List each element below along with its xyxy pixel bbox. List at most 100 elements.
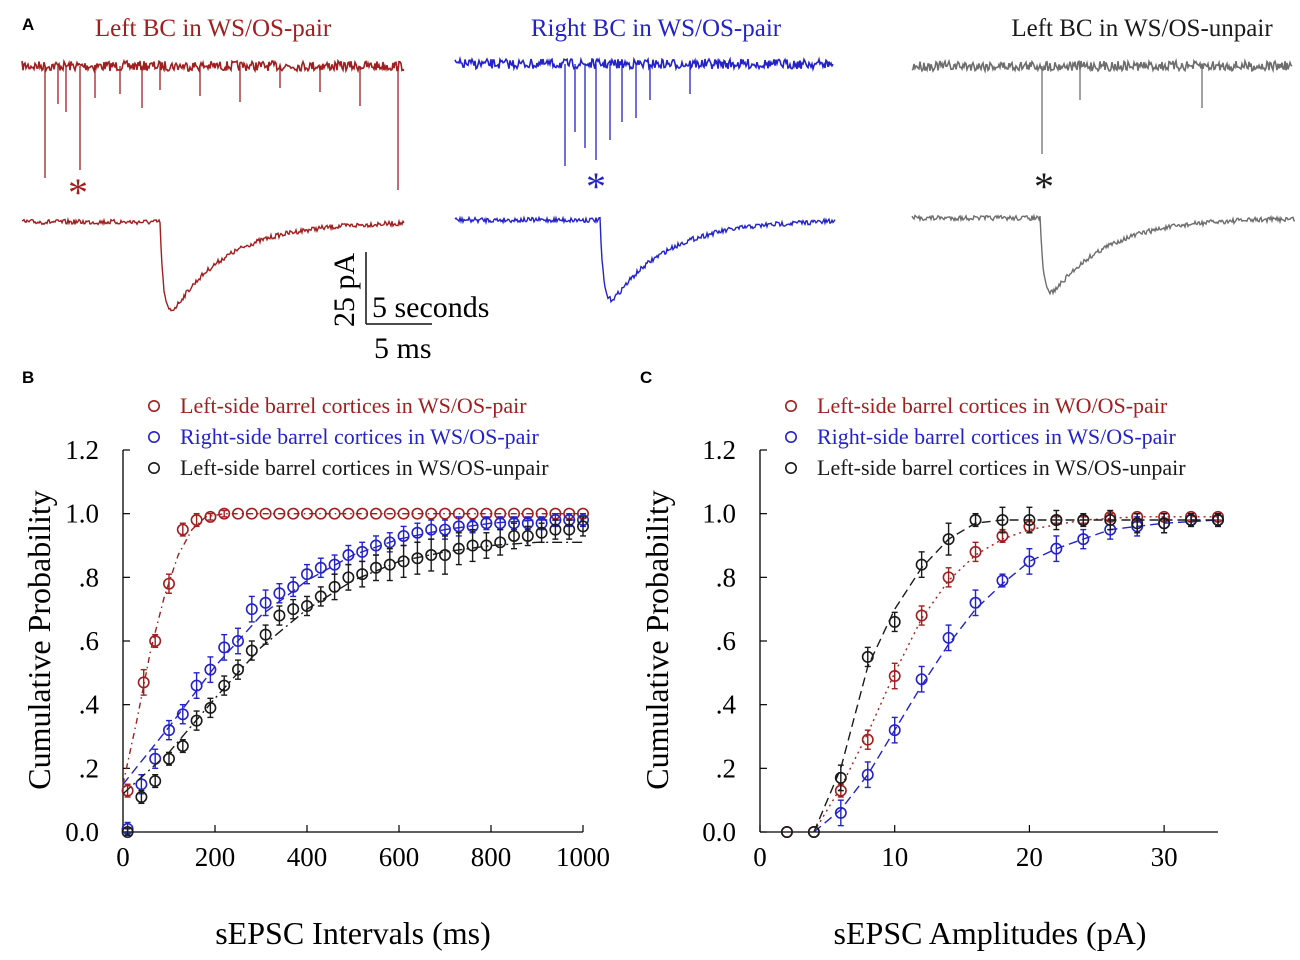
data-point-black <box>300 599 313 612</box>
data-point-black <box>888 615 901 628</box>
data-point-blue <box>438 523 451 536</box>
data-point-black <box>807 825 820 838</box>
long-trace-0 <box>21 58 405 74</box>
legend-marker-blue <box>784 430 797 443</box>
data-point-blue <box>232 634 245 647</box>
data-point-black <box>1212 514 1225 527</box>
data-point-blue <box>190 679 203 692</box>
data-point-red <box>969 545 982 558</box>
data-point-black <box>397 555 410 568</box>
y-tick-label: .8 <box>716 562 736 592</box>
data-point-blue <box>328 558 341 571</box>
data-point-blue <box>452 520 465 533</box>
data-point-blue <box>425 523 438 536</box>
data-point-black <box>915 558 928 571</box>
data-point-black <box>780 825 793 838</box>
data-point-red <box>121 784 134 797</box>
data-point-black <box>121 825 134 838</box>
data-point-black <box>176 740 189 753</box>
legend-label-blue: Right-side barrel cortices in WS/OS-pair <box>817 424 1177 449</box>
data-point-black <box>314 590 327 603</box>
long-trace-2 <box>911 58 1293 74</box>
data-point-red <box>342 507 355 520</box>
trace-marker-left-pair: * <box>68 170 88 215</box>
data-point-blue <box>1077 533 1090 546</box>
data-point-blue <box>888 724 901 737</box>
data-point-blue <box>245 603 258 616</box>
data-point-black <box>521 529 534 542</box>
fit-line-blue <box>813 519 1219 833</box>
fit-line-blue <box>122 519 583 785</box>
data-point-black <box>466 539 479 552</box>
data-point-black <box>149 775 162 788</box>
event-trace-1 <box>454 215 836 304</box>
data-point-black <box>969 514 982 527</box>
long-trace-1 <box>454 55 834 72</box>
data-point-red <box>245 507 258 520</box>
data-point-red <box>273 507 286 520</box>
data-point-red <box>149 634 162 647</box>
scale-amplitude-label: 25 pA <box>328 253 361 328</box>
data-point-black <box>218 679 231 692</box>
data-point-black <box>1077 514 1090 527</box>
data-point-red <box>137 676 150 689</box>
data-point-black <box>328 580 341 593</box>
scale-time-short-label: 5 ms <box>374 332 432 365</box>
data-point-black <box>480 539 493 552</box>
data-point-black <box>1131 517 1144 530</box>
data-point-blue <box>163 724 176 737</box>
trace-title-left-pair: Left BC in WS/OS-pair <box>95 15 332 42</box>
trace-group <box>21 55 1296 312</box>
data-point-black <box>438 549 451 562</box>
data-point-black <box>576 520 589 533</box>
data-point-blue <box>494 517 507 530</box>
data-point-black <box>834 771 847 784</box>
data-point-blue <box>397 529 410 542</box>
data-point-black <box>1158 517 1171 530</box>
y-tick-label: 1.0 <box>702 499 736 529</box>
y-tick-label: .4 <box>716 690 737 720</box>
event-trace-2 <box>911 213 1296 296</box>
x-tick-label: 30 <box>1151 842 1178 872</box>
panel-c: C Cumulative Probability sEPSC Amplitude… <box>639 368 1225 951</box>
data-point-red <box>369 507 382 520</box>
trace-marker-left-unpair: * <box>1034 164 1054 209</box>
data-point-black <box>942 533 955 546</box>
panel-a-label: A <box>22 15 34 34</box>
data-point-black <box>1104 514 1117 527</box>
data-point-black <box>190 714 203 727</box>
panel-c-ylabel: Cumulative Probability <box>639 490 675 790</box>
data-point-red <box>204 510 217 523</box>
x-tick-label: 800 <box>471 842 512 872</box>
x-tick-label: 20 <box>1016 842 1043 872</box>
data-point-blue <box>861 768 874 781</box>
data-point-blue <box>314 561 327 574</box>
y-tick-label: 0.0 <box>65 817 99 847</box>
data-point-blue <box>204 663 217 676</box>
legend-label-black: Left-side barrel cortices in WS/OS-unpai… <box>817 455 1186 480</box>
data-point-blue <box>273 587 286 600</box>
data-point-red <box>942 571 955 584</box>
x-tick-label: 600 <box>379 842 420 872</box>
data-point-black <box>259 628 272 641</box>
y-tick-label: .4 <box>79 690 100 720</box>
data-point-black <box>996 514 1009 527</box>
fit-line-black <box>813 519 1218 833</box>
data-point-blue <box>1023 555 1036 568</box>
y-tick-label: 0.0 <box>702 817 736 847</box>
y-tick-label: 1.0 <box>65 499 99 529</box>
data-point-red <box>383 507 396 520</box>
data-point-black <box>356 568 369 581</box>
data-point-red <box>425 507 438 520</box>
data-point-black <box>1050 514 1063 527</box>
data-point-red <box>397 507 410 520</box>
legend-marker-black <box>784 461 797 474</box>
y-tick-label: .2 <box>79 753 99 783</box>
legend-label-red: Left-side barrel cortices in WO/OS-pair <box>817 393 1168 418</box>
legend-label-black: Left-side barrel cortices in WS/OS-unpai… <box>180 455 549 480</box>
data-point-black <box>1185 514 1198 527</box>
data-point-blue <box>942 631 955 644</box>
data-point-blue <box>135 778 148 791</box>
data-point-black <box>232 663 245 676</box>
data-point-blue <box>259 596 272 609</box>
